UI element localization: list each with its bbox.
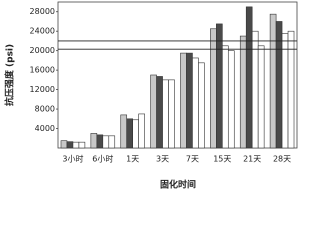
bar — [245, 6, 253, 149]
bar — [222, 45, 229, 149]
x-tick-label: 28天 — [273, 155, 291, 164]
bar — [198, 62, 205, 149]
y-tick-label: 12000 — [30, 85, 55, 94]
bar — [186, 52, 193, 149]
x-tick-label: 3小时 — [62, 154, 83, 164]
x-tick-label: 15天 — [213, 155, 231, 164]
bar — [108, 135, 116, 149]
bar — [72, 141, 80, 149]
bar — [156, 76, 163, 149]
bar — [210, 28, 217, 149]
y-axis-title: 抗压强度 (psi) — [4, 44, 16, 106]
chart: 抗压强度 (psi) 固化时间 4000 8000 12000 16000 20000 2… — [4, 1, 298, 191]
bar — [227, 50, 235, 149]
bar — [90, 133, 98, 149]
bar — [102, 135, 110, 149]
x-tick-label: 7天 — [186, 155, 199, 164]
bar — [275, 21, 283, 149]
x-axis-title: 固化时间 — [160, 179, 196, 191]
x-tick-label: 21天 — [243, 155, 261, 164]
bar — [216, 23, 223, 149]
bar — [126, 118, 133, 149]
bar — [192, 57, 199, 149]
bar — [132, 119, 139, 149]
y-tick-label: 8000 — [35, 105, 55, 114]
bar — [168, 79, 175, 149]
y-tick-label: 24000 — [30, 27, 55, 36]
bar — [269, 13, 277, 149]
y-tick-label: 28000 — [30, 7, 55, 16]
plot-frame — [57, 1, 298, 149]
bar — [251, 30, 259, 149]
bar — [281, 33, 289, 149]
bar — [60, 140, 68, 149]
x-tick-label: 1天 — [126, 155, 139, 164]
bar — [78, 141, 86, 149]
y-tick-label: 16000 — [30, 66, 55, 75]
y-tick-label: 4000 — [35, 124, 55, 133]
bar — [150, 74, 157, 149]
bar — [239, 35, 247, 149]
bar — [120, 114, 128, 149]
bar — [96, 134, 104, 149]
x-tick-label: 6小时 — [92, 154, 113, 164]
bar — [162, 79, 169, 149]
x-tick-label: 3天 — [156, 155, 169, 164]
y-tick-label: 20000 — [30, 46, 55, 55]
bar — [287, 30, 295, 149]
bar — [138, 113, 145, 149]
bar — [180, 52, 187, 149]
bar — [66, 141, 74, 149]
bar — [257, 45, 265, 149]
